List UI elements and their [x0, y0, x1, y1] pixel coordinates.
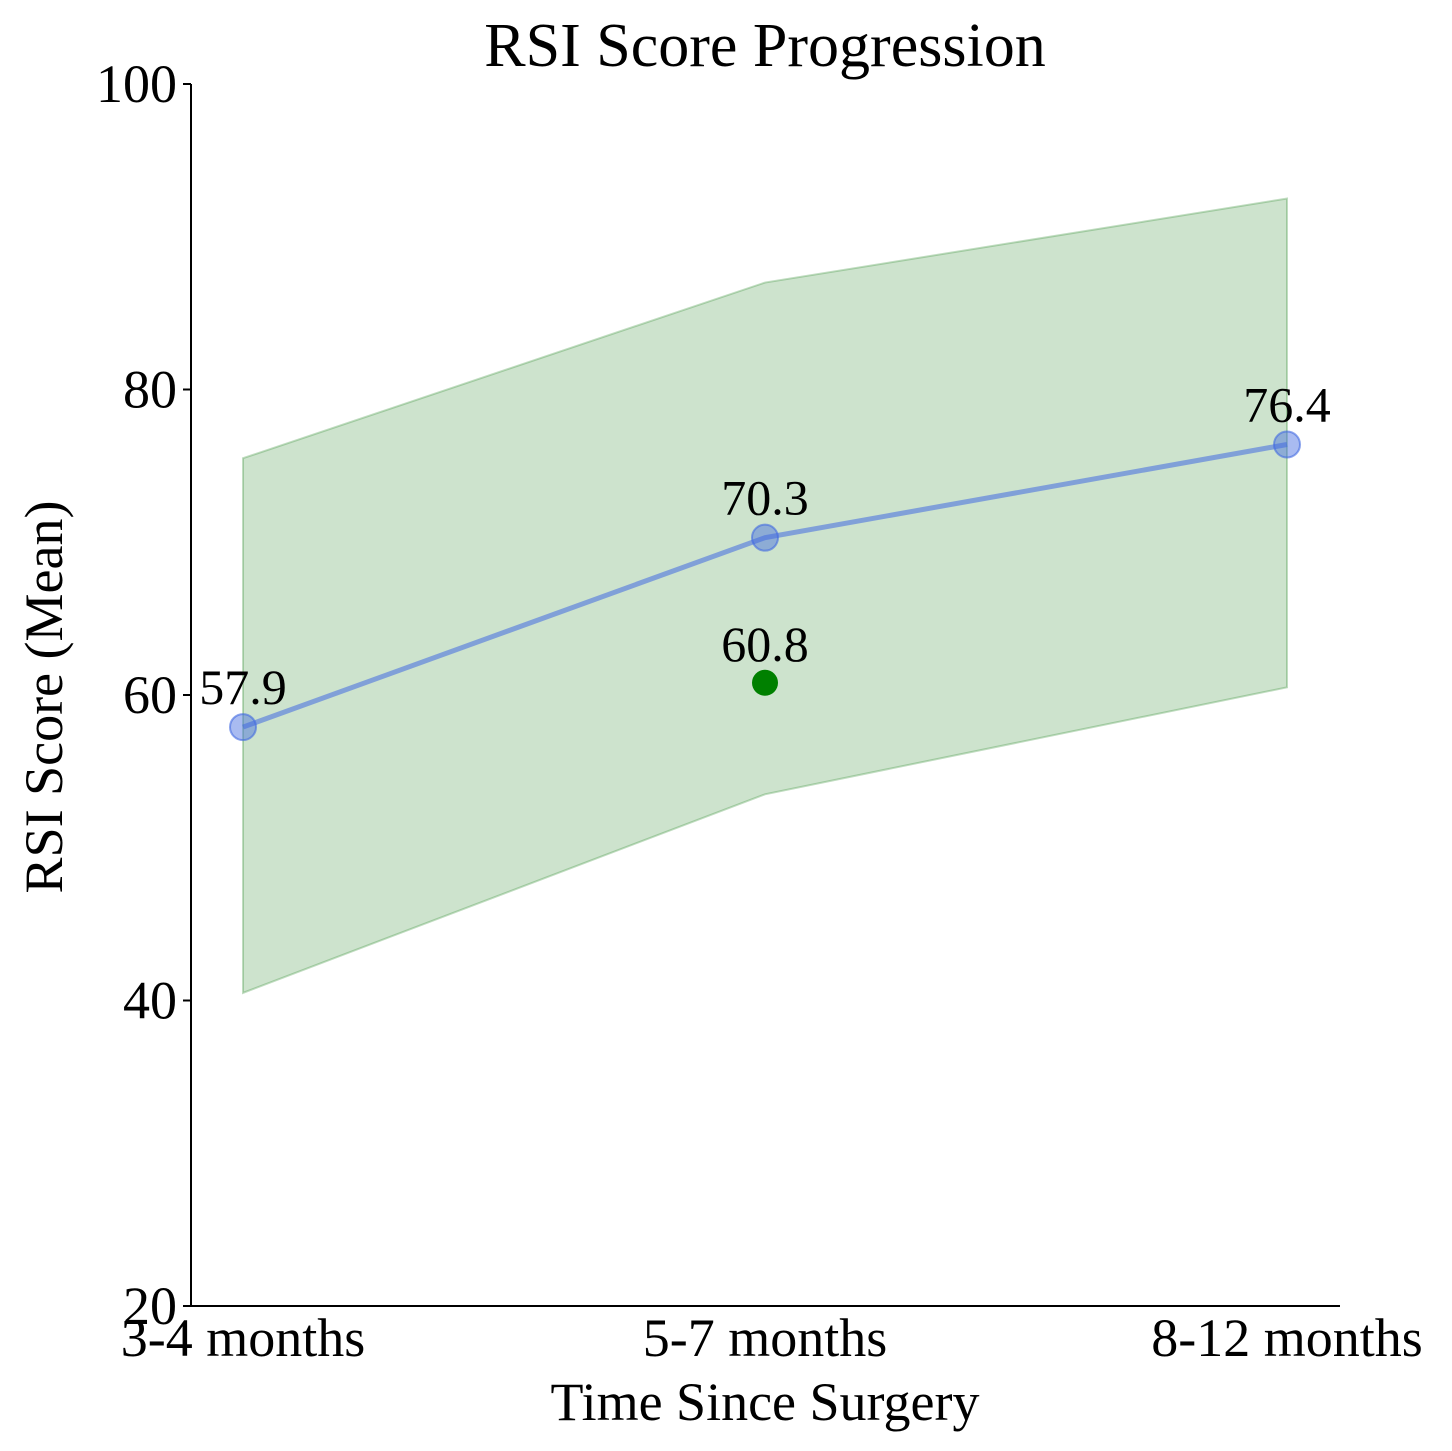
y-tick-label: 100	[96, 54, 177, 114]
axes: 20 40 60 80 100 3-4 months 5-7 months 8-12 mon…	[96, 54, 1423, 1368]
data-point	[1273, 430, 1301, 459]
data-point	[751, 523, 779, 552]
extra-data-point	[752, 669, 778, 696]
data-point	[229, 713, 257, 742]
series-markers	[229, 430, 1301, 742]
series-line	[242, 442, 1288, 730]
y-axis-label: RSI Score (Mean)	[14, 501, 74, 894]
y-tick-label: 20	[123, 1276, 177, 1336]
plot-area: 57.9 70.3 76.4 60.8	[199, 197, 1331, 995]
y-tick-label: 40	[123, 971, 177, 1031]
y-tick-label: 80	[123, 360, 177, 420]
data-label: 70.3	[721, 470, 809, 526]
x-axis-label: Time Since Surgery	[550, 1372, 979, 1432]
y-ticks: 20 40 60 80 100	[96, 54, 191, 1336]
range-band	[242, 197, 1288, 995]
x-tick-label: 5-7 months	[643, 1308, 888, 1368]
data-label: 60.8	[721, 616, 809, 672]
data-label: 76.4	[1243, 376, 1331, 432]
y-tick-label: 60	[123, 665, 177, 725]
x-tick-label: 3-4 months	[121, 1308, 366, 1368]
x-ticks: 3-4 months 5-7 months 8-12 months	[121, 1308, 1423, 1368]
x-tick-label: 8-12 months	[1151, 1308, 1423, 1368]
data-labels: 57.9 70.3 76.4 60.8	[199, 376, 1331, 715]
chart-title: RSI Score Progression	[484, 12, 1045, 80]
data-label: 57.9	[199, 659, 287, 715]
